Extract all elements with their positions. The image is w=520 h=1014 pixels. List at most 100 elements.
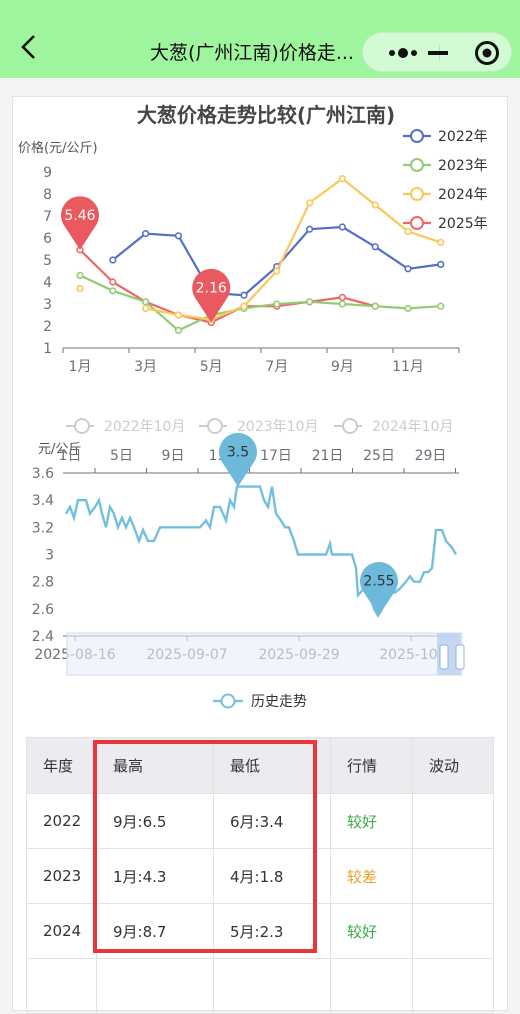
data-point [142,298,150,306]
cell-empty [213,958,331,1014]
y-tick-label-2: 3 [45,548,54,564]
data-point [76,285,84,293]
cell-trend: 较好 [330,793,413,849]
y-axis-label-2: 元/公斤 [38,442,81,457]
legend-label: 2025年 [438,216,488,232]
data-point [404,304,412,312]
value-pin-label: 5.46 [64,208,95,224]
data-point [174,311,182,319]
y-tick-label: 6 [43,231,52,247]
y-tick-label: 2 [43,319,52,335]
data-point [273,267,281,275]
target-close-icon [475,41,499,65]
y-axis-label: 价格(元/公斤) [18,140,98,156]
data-point [273,300,281,308]
y-tick-label: 7 [43,209,52,225]
cell-trend: 较差 [330,848,413,904]
cell-empty [96,958,214,1014]
month-tab-marker [207,418,223,434]
data-point [371,201,379,209]
price-summary-table: 年度 最高 最低 行情 波动 2022 9月:6.5 6月:3.4 较好 202… [26,737,494,1014]
month-tab-label: 2023年10月 [237,419,318,435]
back-arrow-icon[interactable] [14,32,44,62]
legend-marker [410,216,424,230]
data-point [306,298,314,306]
y-tick-label-2: 3.4 [32,493,54,509]
y-tick-label-2: 3.6 [32,466,54,482]
data-point [174,326,182,334]
cell-empty [330,958,413,1014]
value-pin-label: 2.16 [196,280,227,296]
data-point [306,199,314,207]
highlight-box [93,740,317,953]
cell-year: 2023 [26,848,97,904]
legend-marker [410,158,424,172]
day-tick-label: 21日 [312,448,344,464]
legend-marker [410,129,424,143]
data-zoom-handle[interactable] [455,644,465,670]
minimize-button[interactable] [423,33,453,73]
data-point [371,243,379,251]
page-title: 大葱(广州江南)价格走... [150,42,354,64]
x-tick-label: 9月 [331,359,354,375]
data-point [338,300,347,308]
data-point [437,302,445,310]
data-point [437,260,445,268]
legend-label: 2024年 [438,187,488,203]
cell-low: 4月:1.8 [213,848,331,904]
price-comparison-chart: 大葱价格走势比较(广州江南) 价格(元/公斤) 1 2 3 4 5 6 7 8 9 1月 3月 5月 7… [18,103,488,375]
day-tick-label: 25日 [363,448,395,464]
day-tick-label: 5日 [110,448,133,464]
col-header-high: 最高 [96,737,214,794]
series-line-2025年 [79,249,376,324]
legend-label: 2023年 [438,158,488,174]
y-tick-label-2: 2.8 [32,575,54,591]
mini-program-capsule [362,32,512,72]
data-point [404,227,412,235]
cell-high: 1月:4.3 [96,848,214,904]
col-header-year: 年度 [26,737,97,794]
day-tick-label: 17日 [260,448,292,464]
y-tick-label: 3 [43,297,52,313]
data-point [371,302,379,310]
value-pin-marker [359,561,398,616]
y-tick-label: 9 [43,165,52,181]
data-point [240,291,248,299]
data-point [109,256,117,264]
more-menu-button[interactable] [367,33,439,73]
cell-year: 2024 [26,903,97,959]
data-point [338,223,347,231]
x-tick-label: 7月 [265,359,288,375]
cell-fluctuation [412,793,494,849]
x-tick-label: 3月 [134,359,157,375]
legend-marker [220,693,236,709]
x-tick-label: 5月 [200,359,223,375]
month-tab-label: 2024年10月 [372,419,453,435]
data-zoom-handle[interactable] [439,644,449,670]
cell-empty [412,958,494,1014]
cell-high: 9月:6.5 [96,793,214,849]
close-button[interactable] [467,33,507,73]
legend-label: 2022年 [438,129,488,145]
value-pin-marker [219,432,257,487]
data-point [240,302,248,310]
series-line-2022年 [112,225,441,297]
data-point [174,232,182,240]
data-point [142,230,150,238]
value-pin-marker [60,196,100,250]
minimize-icon [428,51,448,55]
data-point [338,293,347,301]
cell-low: 6月:3.4 [213,793,331,849]
y-tick-label-2: 3.2 [32,520,54,536]
data-point [404,265,412,273]
more-dots-icon [389,48,417,58]
top-nav-bar: 大葱(广州江南)价格走... [0,0,520,78]
day-tick-label: 9日 [162,448,185,464]
y-tick-label-2: 2.4 [32,629,54,645]
col-header-low: 最低 [213,737,331,794]
month-tab-marker [342,418,358,434]
data-point [76,271,84,279]
cell-trend: 较好 [330,903,413,959]
value-pin-label: 2.55 [363,574,394,590]
col-header-trend: 行情 [330,737,413,794]
